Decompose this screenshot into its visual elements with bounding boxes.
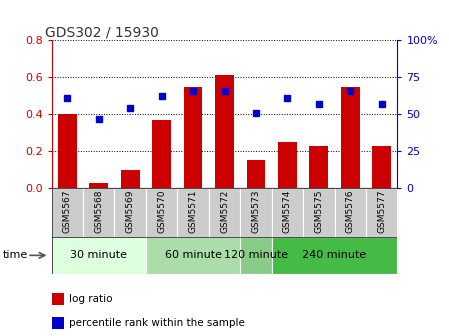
Bar <box>215 76 234 188</box>
Bar <box>309 146 328 188</box>
Bar <box>52 237 146 274</box>
Text: 120 minute: 120 minute <box>224 250 288 260</box>
Text: GSM5577: GSM5577 <box>377 190 386 233</box>
Text: 240 minute: 240 minute <box>302 250 367 260</box>
Bar <box>58 114 77 188</box>
Text: GSM5571: GSM5571 <box>189 190 198 233</box>
Text: 30 minute: 30 minute <box>70 250 127 260</box>
Bar <box>341 86 360 188</box>
Bar <box>303 188 335 237</box>
Bar <box>184 86 202 188</box>
Bar <box>372 146 391 188</box>
Text: GSM5572: GSM5572 <box>220 190 229 233</box>
Text: GSM5568: GSM5568 <box>94 190 103 233</box>
Text: GSM5569: GSM5569 <box>126 190 135 233</box>
Text: GSM5567: GSM5567 <box>63 190 72 233</box>
Text: log ratio: log ratio <box>69 294 112 304</box>
Bar <box>89 183 108 188</box>
Bar <box>247 161 265 188</box>
Bar <box>209 188 240 237</box>
Text: GSM5573: GSM5573 <box>251 190 260 233</box>
Bar <box>366 188 397 237</box>
Bar <box>52 293 64 305</box>
Bar <box>240 188 272 237</box>
Bar <box>177 188 209 237</box>
Bar <box>335 188 366 237</box>
Text: percentile rank within the sample: percentile rank within the sample <box>69 318 245 328</box>
Text: GSM5574: GSM5574 <box>283 190 292 233</box>
Text: GSM5575: GSM5575 <box>314 190 323 233</box>
Bar <box>152 120 171 188</box>
Text: GSM5570: GSM5570 <box>157 190 166 233</box>
Bar <box>146 188 177 237</box>
Bar <box>240 237 272 274</box>
Bar <box>272 188 303 237</box>
Text: 60 minute: 60 minute <box>165 250 221 260</box>
Text: GDS302 / 15930: GDS302 / 15930 <box>45 25 158 39</box>
Bar <box>272 237 397 274</box>
Bar <box>278 142 297 188</box>
Bar <box>52 188 83 237</box>
Text: time: time <box>2 250 27 260</box>
Bar <box>114 188 146 237</box>
Bar <box>121 170 140 188</box>
Text: GSM5576: GSM5576 <box>346 190 355 233</box>
Bar <box>52 317 64 329</box>
Bar <box>146 237 240 274</box>
Bar <box>83 188 114 237</box>
